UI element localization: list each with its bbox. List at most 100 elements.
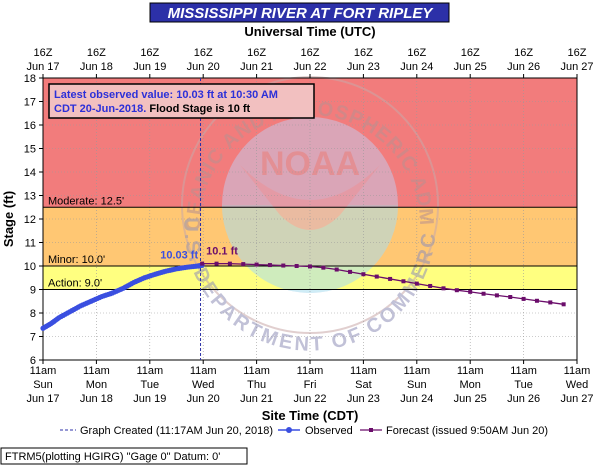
- top-tick-label-date: Jun 20: [187, 61, 220, 73]
- top-axis-label: Universal Time (UTC): [244, 24, 375, 39]
- info-box-date: CDT 20-Jun-2018.: [54, 103, 146, 115]
- forecast-point: [267, 263, 272, 268]
- forecast-point: [561, 302, 566, 307]
- top-tick-label-date: Jun 19: [133, 61, 166, 73]
- top-tick-label-time: 16Z: [301, 47, 320, 59]
- top-tick-label-time: 16Z: [461, 47, 480, 59]
- bottom-tick-label-day: Mon: [459, 379, 480, 391]
- top-tick-label-time: 16Z: [354, 47, 373, 59]
- bottom-tick-label-time: 11am: [136, 365, 163, 377]
- info-box-line1: Latest observed value: 10.03 ft at 10:30…: [54, 89, 278, 101]
- seal-center-text: NOAA: [260, 145, 360, 183]
- category-label-action: Action: 9.0': [48, 278, 102, 290]
- bottom-tick-label-time: 11am: [510, 365, 537, 377]
- top-tick-label-date: Jun 25: [454, 61, 487, 73]
- bottom-tick-label-date: Jun 17: [26, 393, 59, 405]
- y-tick-label: 15: [24, 144, 36, 156]
- y-tick-label: 13: [24, 191, 36, 203]
- y-axis-ticks: 6 7 8 9 10 11 12 13 14 15 16 17 18: [24, 73, 43, 367]
- category-label-moderate: Moderate: 12.5': [48, 195, 124, 207]
- bottom-x-axis-ticks: 11am Sun Jun 17 11am Mon Jun 18 11am Tue Jun 19 1…: [26, 360, 594, 405]
- forecast-point: [481, 291, 486, 296]
- forecast-point: [534, 298, 539, 303]
- top-tick-label-date: Jun 23: [347, 61, 380, 73]
- forecast-point: [454, 288, 459, 293]
- top-tick-label-time: 16Z: [247, 47, 266, 59]
- forecast-point: [241, 262, 246, 267]
- y-tick-label: 11: [25, 238, 36, 250]
- top-tick-label-date: Jun 22: [293, 61, 326, 73]
- y-tick-label: 14: [24, 167, 36, 179]
- bottom-tick-label-date: Jun 21: [240, 393, 273, 405]
- bottom-tick-label-time: 11am: [457, 365, 484, 377]
- forecast-point: [428, 283, 433, 288]
- bottom-tick-label-date: Jun 22: [293, 393, 326, 405]
- forecast-point: [374, 274, 379, 279]
- y-axis-label: Stage (ft): [1, 191, 16, 247]
- forecast-point: [388, 276, 393, 281]
- forecast-point: [254, 262, 259, 267]
- seal-gull-icon: [240, 165, 380, 230]
- forecast-point: [294, 264, 299, 268]
- y-tick-label: 12: [24, 214, 36, 226]
- footer-text: FTRM5(plotting HGIRG) "Gage 0" Datum: 0': [5, 451, 220, 463]
- value-annotations: 10.03 ft 10.1 ft: [160, 246, 238, 262]
- top-tick-label-date: Jun 21: [240, 61, 273, 73]
- y-tick-label: 7: [30, 332, 36, 344]
- forecast-point: [214, 261, 219, 266]
- top-tick-label-time: 16Z: [514, 47, 533, 59]
- bottom-tick-label-day: Sat: [355, 379, 372, 391]
- forecast-point: [200, 261, 205, 266]
- top-tick-label-time: 16Z: [34, 47, 53, 59]
- bottom-tick-label-date: Jun 20: [187, 393, 220, 405]
- top-tick-label-date: Jun 27: [560, 61, 593, 73]
- bottom-tick-label-date: Jun 19: [133, 393, 166, 405]
- legend-observed-label: Observed: [305, 425, 353, 437]
- top-tick-label-date: Jun 17: [26, 61, 59, 73]
- chart-legend: Graph Created (11:17AM Jun 20, 2018) Obse…: [60, 425, 548, 437]
- y-tick-label: 17: [24, 97, 36, 109]
- y-tick-label: 9: [30, 285, 36, 297]
- bottom-tick-label-date: Jun 24: [400, 393, 433, 405]
- bottom-tick-label-date: Jun 18: [80, 393, 113, 405]
- bottom-tick-label-day: Sun: [33, 379, 53, 391]
- bottom-tick-label-time: 11am: [30, 365, 57, 377]
- bottom-tick-label-day: Wed: [192, 379, 214, 391]
- forecast-point: [521, 296, 526, 301]
- top-tick-label-date: Jun 26: [507, 61, 540, 73]
- top-tick-label-time: 16Z: [407, 47, 426, 59]
- observed-series: [40, 262, 205, 331]
- footer-box: [0, 447, 248, 465]
- top-tick-label-time: 16Z: [194, 47, 213, 59]
- category-label-minor: Minor: 10.0': [48, 254, 105, 266]
- info-box: [48, 83, 315, 119]
- bottom-tick-label-day: Wed: [566, 379, 588, 391]
- info-box-line2: CDT 20-Jun-2018. Flood Stage is 10 ft: [54, 103, 251, 115]
- y-tick-label: 18: [24, 73, 36, 85]
- bottom-tick-label-day: Tue: [141, 379, 160, 391]
- forecast-point: [468, 289, 473, 294]
- top-tick-label-time: 16Z: [568, 47, 587, 59]
- legend-forecast-label: Forecast (issued 9:50AM Jun 20): [386, 425, 548, 437]
- forecast-point: [494, 293, 499, 298]
- bottom-tick-label-time: 11am: [83, 365, 110, 377]
- forecast-point: [227, 261, 232, 266]
- bottom-tick-label-date: Jun 27: [560, 393, 593, 405]
- y-tick-label: 10: [24, 261, 36, 273]
- bottom-tick-label-time: 11am: [243, 365, 270, 377]
- top-tick-label-time: 16Z: [87, 47, 106, 59]
- legend-observed-marker: [286, 427, 292, 433]
- forecast-point: [308, 264, 312, 269]
- title-bar: [149, 2, 450, 23]
- observed-value-label: 10.03 ft: [160, 249, 198, 261]
- y-tick-label: 16: [24, 120, 36, 132]
- forecast-point: [414, 281, 419, 286]
- bottom-tick-label-time: 11am: [190, 365, 217, 377]
- y-tick-label: 8: [30, 308, 36, 320]
- bottom-tick-label-time: 11am: [297, 365, 324, 377]
- bottom-tick-label-time: 11am: [564, 365, 591, 377]
- bottom-tick-label-day: Fri: [304, 379, 317, 391]
- bottom-tick-label-day: Thu: [247, 379, 266, 391]
- bottom-tick-label-day: Sun: [407, 379, 427, 391]
